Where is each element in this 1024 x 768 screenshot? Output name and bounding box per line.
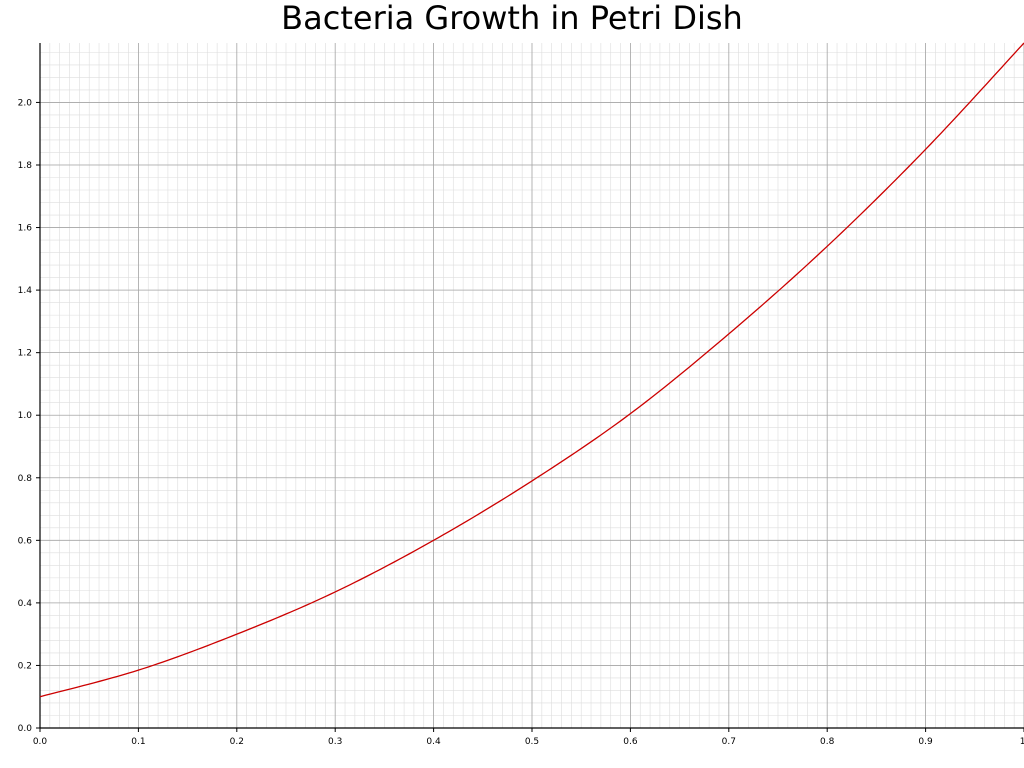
y-tick-label: 2.0 xyxy=(18,98,33,108)
x-tick-label: 0.2 xyxy=(230,737,244,747)
x-tick-label: 0.0 xyxy=(33,737,48,747)
x-tick-label: 0.5 xyxy=(525,737,539,747)
x-tick-label: 0.8 xyxy=(820,737,835,747)
y-tick-label: 0.2 xyxy=(18,661,32,671)
series-line xyxy=(39,42,1024,698)
y-tick-label: 0.8 xyxy=(18,474,33,484)
x-tick-label: 0.6 xyxy=(623,737,638,747)
x-tick-label: 0.7 xyxy=(722,737,736,747)
x-tick-label: 0.1 xyxy=(131,737,145,747)
y-axis-ticks: 0.0 0.2 0.4 0.6 0.8 1.0 1.2 1.4 1.6 1.8 2.0 xyxy=(18,98,40,734)
y-tick-label: 0.0 xyxy=(18,724,33,734)
x-tick-label: 1. xyxy=(1020,737,1024,747)
major-grid xyxy=(40,43,1024,728)
y-tick-label: 1.2 xyxy=(18,349,32,359)
y-tick-label: 1.8 xyxy=(18,161,33,171)
y-tick-label: 0.6 xyxy=(18,536,33,546)
y-tick-label: 1.6 xyxy=(18,224,33,234)
x-axis-ticks: 0.0 0.1 0.2 0.3 0.4 0.5 0.6 0.7 0.8 0.9 1. xyxy=(33,728,1024,747)
series-layer xyxy=(39,42,1024,698)
x-tick-label: 0.9 xyxy=(918,737,933,747)
y-tick-label: 1.4 xyxy=(18,286,33,296)
y-tick-label: 0.4 xyxy=(18,599,33,609)
y-tick-label: 1.0 xyxy=(18,411,33,421)
x-tick-label: 0.3 xyxy=(328,737,342,747)
chart-title: Bacteria Growth in Petri Dish xyxy=(281,0,743,37)
x-tick-label: 0.4 xyxy=(426,737,441,747)
